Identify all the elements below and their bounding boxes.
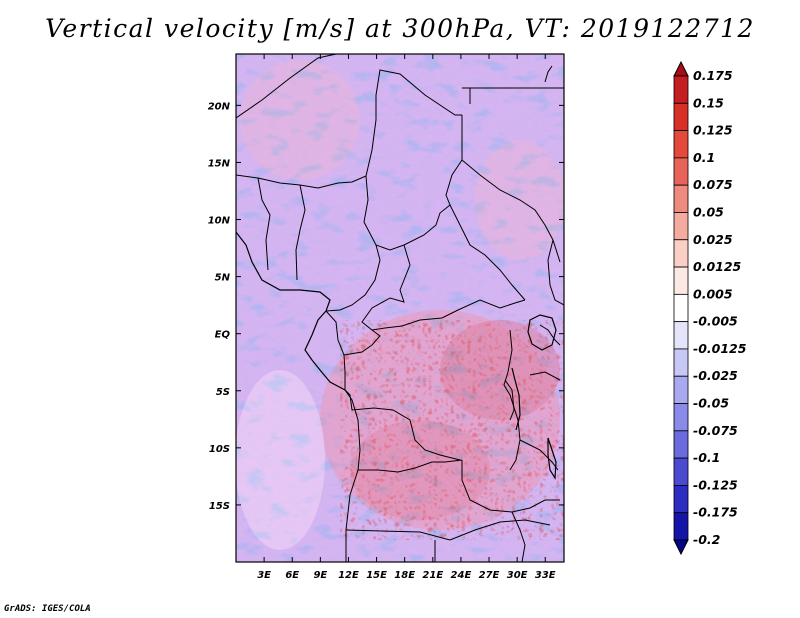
colorbar-label: -0.05 <box>693 396 729 411</box>
colorbar-label: -0.1 <box>693 450 720 465</box>
lon-tick-label: 27E <box>479 570 500 581</box>
lat-tick-label: 10N <box>208 216 231 227</box>
lat-tick-label: 10S <box>209 444 230 455</box>
colorbar-swatch <box>673 375 689 404</box>
colorbar-label: -0.005 <box>693 314 738 329</box>
colorbar-swatch <box>673 212 689 241</box>
colorbar-bottom-arrow <box>673 539 689 556</box>
colorbar-swatch <box>673 348 689 377</box>
colorbar-label: -0.0125 <box>693 341 747 356</box>
colorbar-label: 0.125 <box>693 123 733 138</box>
colorbar-swatch <box>673 485 689 514</box>
colorbar-swatch <box>673 157 689 186</box>
lon-tick-label: 30E <box>507 570 528 581</box>
lon-tick-label: 24E <box>451 570 472 581</box>
colorbar-swatch <box>673 102 689 131</box>
colorbar-swatch <box>673 321 689 350</box>
colorbar-swatch <box>673 293 689 323</box>
colorbar-swatch <box>673 75 689 104</box>
country-borders <box>236 54 564 562</box>
lat-tick-label: 15S <box>209 501 230 512</box>
colorbar-label: 0.025 <box>693 232 733 247</box>
colorbar-swatch <box>673 512 689 541</box>
lon-tick-label: 33E <box>535 570 556 581</box>
chart-title: Vertical velocity [m/s] at 300hPa, VT: 2… <box>45 14 755 43</box>
colorbar-label: 0.0125 <box>693 259 742 274</box>
lon-tick-label: 9E <box>313 570 327 581</box>
colorbar-label: -0.2 <box>693 532 720 547</box>
colorbar-label: 0.005 <box>693 286 733 301</box>
lon-tick-label: 15E <box>366 570 387 581</box>
lon-tick-label: 6E <box>285 570 299 581</box>
lon-tick-label: 18E <box>394 570 415 581</box>
colorbar-swatch <box>673 457 689 486</box>
lat-tick-label: 15N <box>208 158 231 169</box>
colorbar-label: -0.025 <box>693 368 738 383</box>
colorbar-label: 0.05 <box>693 204 724 219</box>
colorbar-label: 0.175 <box>693 68 733 83</box>
lat-tick-label: 5N <box>215 273 231 284</box>
colorbar-label: -0.125 <box>693 477 738 492</box>
colorbar-swatch <box>673 266 689 295</box>
lat-tick-label: EQ <box>215 330 231 341</box>
longitude-axis: 3E 6E 9E 12E 15E 18E 21E 24E 27E 30E 33E <box>257 54 556 581</box>
colorbar-label: -0.075 <box>693 423 738 438</box>
colorbar-swatch <box>673 239 689 268</box>
latitude-axis: 20N 15N 10N 5N EQ 5S 10S 15S <box>208 101 564 512</box>
lon-tick-label: 3E <box>257 570 271 581</box>
lon-tick-label: 12E <box>338 570 359 581</box>
colorbar-top-arrow <box>673 60 689 77</box>
lat-tick-label: 5S <box>216 387 230 398</box>
colorbar-swatch <box>673 430 689 459</box>
colorbar-label: 0.15 <box>693 95 724 110</box>
colorbar: 0.175 0.15 0.125 0.1 0.075 0.05 0.025 0.0125 0.0… <box>673 60 747 556</box>
lon-tick-label: 21E <box>422 570 443 581</box>
colorbar-swatch <box>673 184 689 213</box>
shaded-field <box>236 54 564 562</box>
coastline <box>236 231 557 480</box>
map-frame <box>235 53 565 563</box>
colorbar-swatch <box>673 130 689 159</box>
colorbar-swatch <box>673 403 689 432</box>
colorbar-label: -0.175 <box>693 505 738 520</box>
colorbar-label: 0.1 <box>693 150 715 165</box>
colorbar-label: 0.075 <box>693 177 733 192</box>
grads-credit: GrADS: IGES/COLA <box>4 604 91 614</box>
lat-tick-label: 20N <box>208 101 231 112</box>
